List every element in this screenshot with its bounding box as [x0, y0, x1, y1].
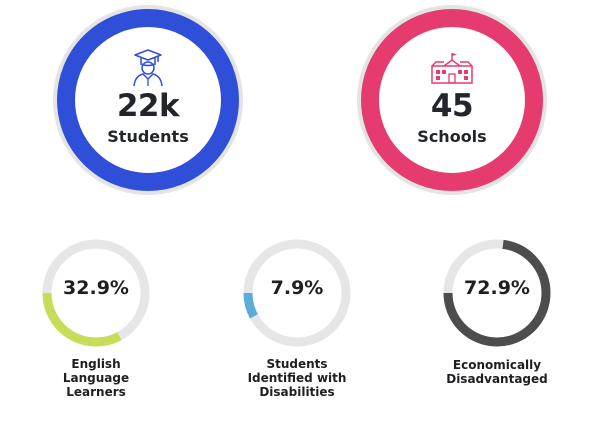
donut-arc: [443, 239, 551, 347]
students-label: Students: [107, 127, 189, 146]
graduate-icon: [133, 49, 163, 87]
disabilities-caption: Students Identified with Disabilities: [222, 357, 372, 399]
disabilities-donut: 7.9%: [241, 237, 353, 349]
caption-line: English: [71, 357, 121, 371]
caption-line: Disadvantaged: [446, 372, 548, 386]
caption-line: Language: [62, 371, 130, 385]
english-learners-donut: 32.9%: [40, 237, 152, 349]
economically-disadvantaged-donut: 72.9%: [441, 237, 553, 349]
caption-line: Students: [266, 357, 328, 371]
caption-line: Identified with: [247, 371, 347, 385]
caption-line: Learners: [66, 385, 126, 399]
schools-value: 45: [430, 88, 474, 124]
schools-stat-circle: 45 Schools: [361, 9, 543, 191]
economically-disadvantaged-percent: 72.9%: [464, 277, 530, 299]
caption-line: Disabilities: [259, 385, 335, 399]
donut-arc: [243, 239, 351, 347]
school-building-icon: [431, 53, 473, 84]
students-stat-circle: 22k Students: [57, 9, 239, 191]
english-learners-caption: English Language Learners: [21, 357, 171, 399]
donut-arc: [42, 239, 150, 347]
disabilities-percent: 7.9%: [270, 277, 324, 299]
students-value: 22k: [116, 88, 180, 124]
schools-label: Schools: [417, 127, 487, 146]
economically-disadvantaged-caption: Economically Disadvantaged: [422, 358, 572, 386]
english-learners-percent: 32.9%: [63, 277, 129, 299]
caption-line: Economically: [452, 358, 542, 372]
